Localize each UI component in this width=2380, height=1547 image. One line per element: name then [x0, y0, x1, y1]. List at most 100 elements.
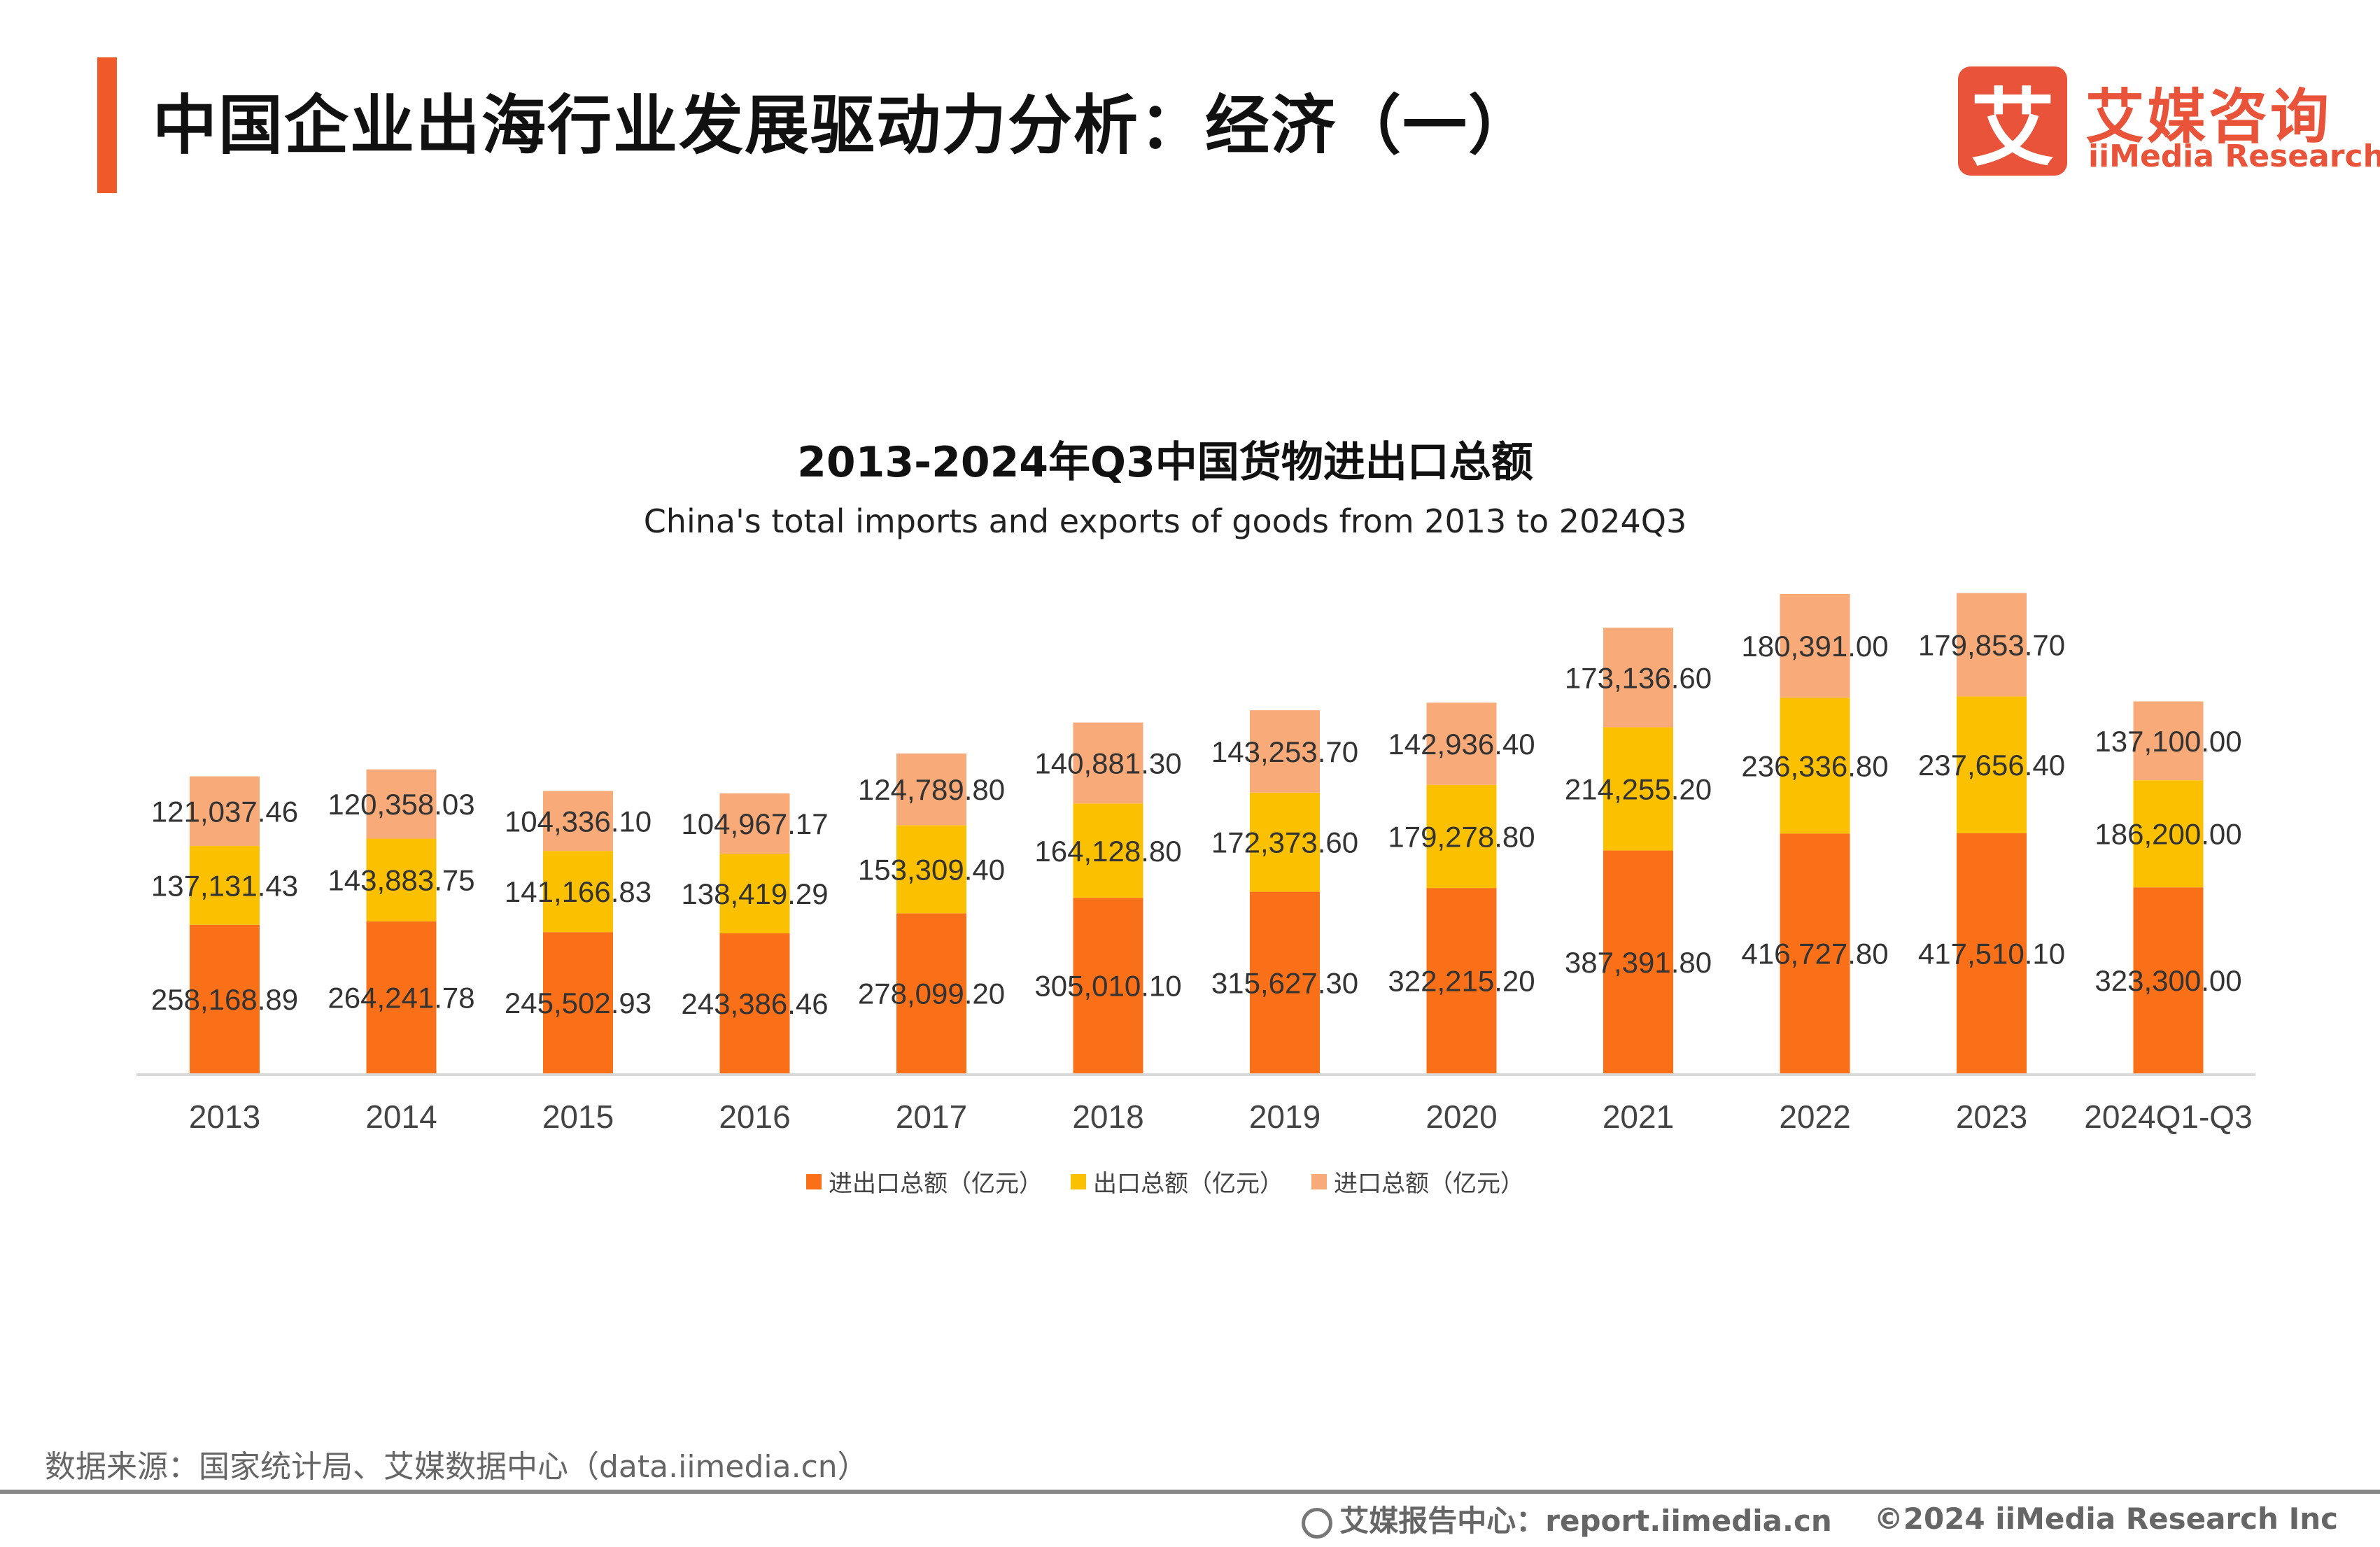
legend-label-export: 出口总额（亿元） — [1093, 1170, 1283, 1198]
bar-segment-export — [1780, 698, 1850, 834]
x-tick-label: 2016 — [719, 1099, 790, 1135]
data-label: 315,627.30 — [1211, 966, 1358, 999]
data-label: 417,510.10 — [1918, 937, 2065, 970]
x-tick-label: 2013 — [189, 1099, 260, 1135]
legend-swatch-import — [1311, 1173, 1327, 1189]
data-label: 124,789.80 — [858, 773, 1005, 806]
bar-segment-export — [1603, 727, 1673, 851]
x-tick-label: 2024Q1-Q3 — [2084, 1099, 2252, 1135]
bar-segment-export — [1426, 784, 1497, 889]
bar-segment-export — [366, 838, 437, 921]
data-label: 258,168.89 — [151, 983, 298, 1016]
bar-segment-export — [190, 846, 260, 925]
data-label: 143,883.75 — [328, 864, 474, 897]
x-tick-label: 2020 — [1425, 1099, 1497, 1135]
data-label: 236,336.80 — [1741, 749, 1888, 782]
chart-title: 2013-2024年Q3中国货物进出口总额 — [797, 438, 1533, 487]
bar-segment-import — [719, 793, 790, 854]
footer-divider — [0, 1490, 2380, 1494]
data-label: 243,386.46 — [681, 987, 828, 1020]
data-label: 305,010.10 — [1034, 970, 1181, 1003]
bar-segment-total — [1957, 833, 2027, 1073]
bar-segment-total — [1426, 888, 1497, 1073]
data-label: 164,128.80 — [1034, 835, 1181, 868]
legend-swatch-export — [1071, 1173, 1086, 1189]
legend-item-export: 出口总额（亿元） — [1071, 1164, 1283, 1199]
bar-segment-export — [543, 851, 613, 933]
x-tick-label: 2015 — [542, 1099, 614, 1135]
bar-segment-total — [1250, 891, 1320, 1073]
x-tick-label: 2014 — [365, 1099, 437, 1135]
x-tick-label: 2021 — [1603, 1099, 1674, 1135]
bar-segment-import — [1073, 722, 1143, 804]
bar-segment-import — [2133, 701, 2204, 781]
data-label: 172,373.60 — [1211, 826, 1358, 859]
title-accent-bar — [97, 57, 117, 193]
data-label: 264,241.78 — [328, 981, 474, 1014]
data-label: 278,099.20 — [858, 977, 1005, 1010]
logo-mark: 艾 — [1958, 66, 2067, 178]
data-label: 104,967.17 — [681, 807, 828, 840]
legend-swatch-total — [806, 1173, 822, 1189]
chart-subtitle: China's total imports and exports of goo… — [643, 502, 1687, 540]
bar-segment-total — [366, 921, 437, 1073]
bar-segment-import — [1250, 710, 1320, 793]
report-center: 艾媒报告中心：report.iimedia.cn — [1302, 1497, 1832, 1540]
bar-segment-import — [896, 753, 966, 826]
bar-segment-export — [2133, 780, 2204, 888]
stacked-bar-chart: 258,168.89 137,131.43 121,037.46 2013 264,24… — [136, 593, 2255, 1135]
data-label: 121,037.46 — [151, 795, 298, 828]
legend-item-total: 进出口总额（亿元） — [806, 1164, 1043, 1199]
bar-segment-total — [543, 932, 613, 1073]
data-label: 140,881.30 — [1034, 747, 1181, 779]
data-label: 143,253.70 — [1211, 735, 1358, 768]
data-label: 237,656.40 — [1918, 749, 2065, 782]
logo-name-cn: 艾媒咨询 — [2085, 83, 2332, 151]
bar-segment-total — [896, 913, 966, 1073]
bar-segment-import — [543, 791, 613, 852]
data-label: 137,131.43 — [151, 869, 298, 902]
data-label: 323,300.00 — [2094, 964, 2241, 997]
bar-segment-total — [1780, 833, 1850, 1073]
bar-segment-import — [1603, 628, 1673, 728]
chart-legend: 进出口总额（亿元） 出口总额（亿元） 进口总额（亿元） — [0, 1164, 2330, 1199]
bar-segment-total — [2133, 887, 2204, 1073]
data-label: 179,853.70 — [1918, 629, 2065, 662]
page-title: 中国企业出海行业发展驱动力分析：经济（一） — [153, 88, 1535, 163]
bar-segment-import — [366, 769, 437, 839]
bar-segment-export — [1250, 792, 1320, 892]
bar-segment-export — [1957, 696, 2027, 833]
x-tick-label: 2017 — [896, 1099, 967, 1135]
bar-segment-import — [190, 776, 260, 847]
data-label: 142,936.40 — [1388, 728, 1535, 761]
data-label: 104,336.10 — [505, 805, 652, 838]
data-source: 数据来源：国家统计局、艾媒数据中心（data.iimedia.cn） — [45, 1449, 868, 1485]
data-label: 153,309.40 — [858, 853, 1005, 886]
data-label: 173,136.60 — [1565, 661, 1712, 694]
legend-label-total: 进出口总额（亿元） — [829, 1170, 1043, 1198]
bar-segment-total — [1603, 850, 1673, 1073]
data-label: 180,391.00 — [1741, 630, 1888, 663]
data-label: 141,166.83 — [505, 875, 652, 908]
bar-segment-export — [719, 854, 790, 933]
x-tick-label: 2022 — [1779, 1099, 1850, 1135]
x-tick-label: 2023 — [1956, 1099, 2027, 1135]
data-label: 416,727.80 — [1741, 938, 1888, 970]
bar-segment-import — [1780, 593, 1850, 698]
bar-segment-import — [1957, 593, 2027, 697]
logo-name-en: iiMedia Research — [2088, 139, 2380, 174]
x-tick-label: 2019 — [1249, 1099, 1321, 1135]
bar-segment-total — [719, 933, 790, 1073]
legend-label-import: 进口总额（亿元） — [1334, 1170, 1524, 1198]
data-label: 179,278.80 — [1388, 820, 1535, 853]
data-label: 137,100.00 — [2094, 725, 2241, 758]
data-label: 120,358.03 — [328, 788, 474, 821]
globe-icon — [1302, 1507, 1333, 1539]
bar-segment-total — [190, 924, 260, 1073]
bar-segment-total — [1073, 898, 1143, 1073]
bar-segment-export — [1073, 803, 1143, 898]
x-tick-label: 2018 — [1072, 1099, 1143, 1135]
legend-item-import: 进口总额（亿元） — [1311, 1164, 1524, 1199]
data-label: 186,200.00 — [2094, 818, 2241, 851]
data-label: 322,215.20 — [1388, 965, 1535, 998]
